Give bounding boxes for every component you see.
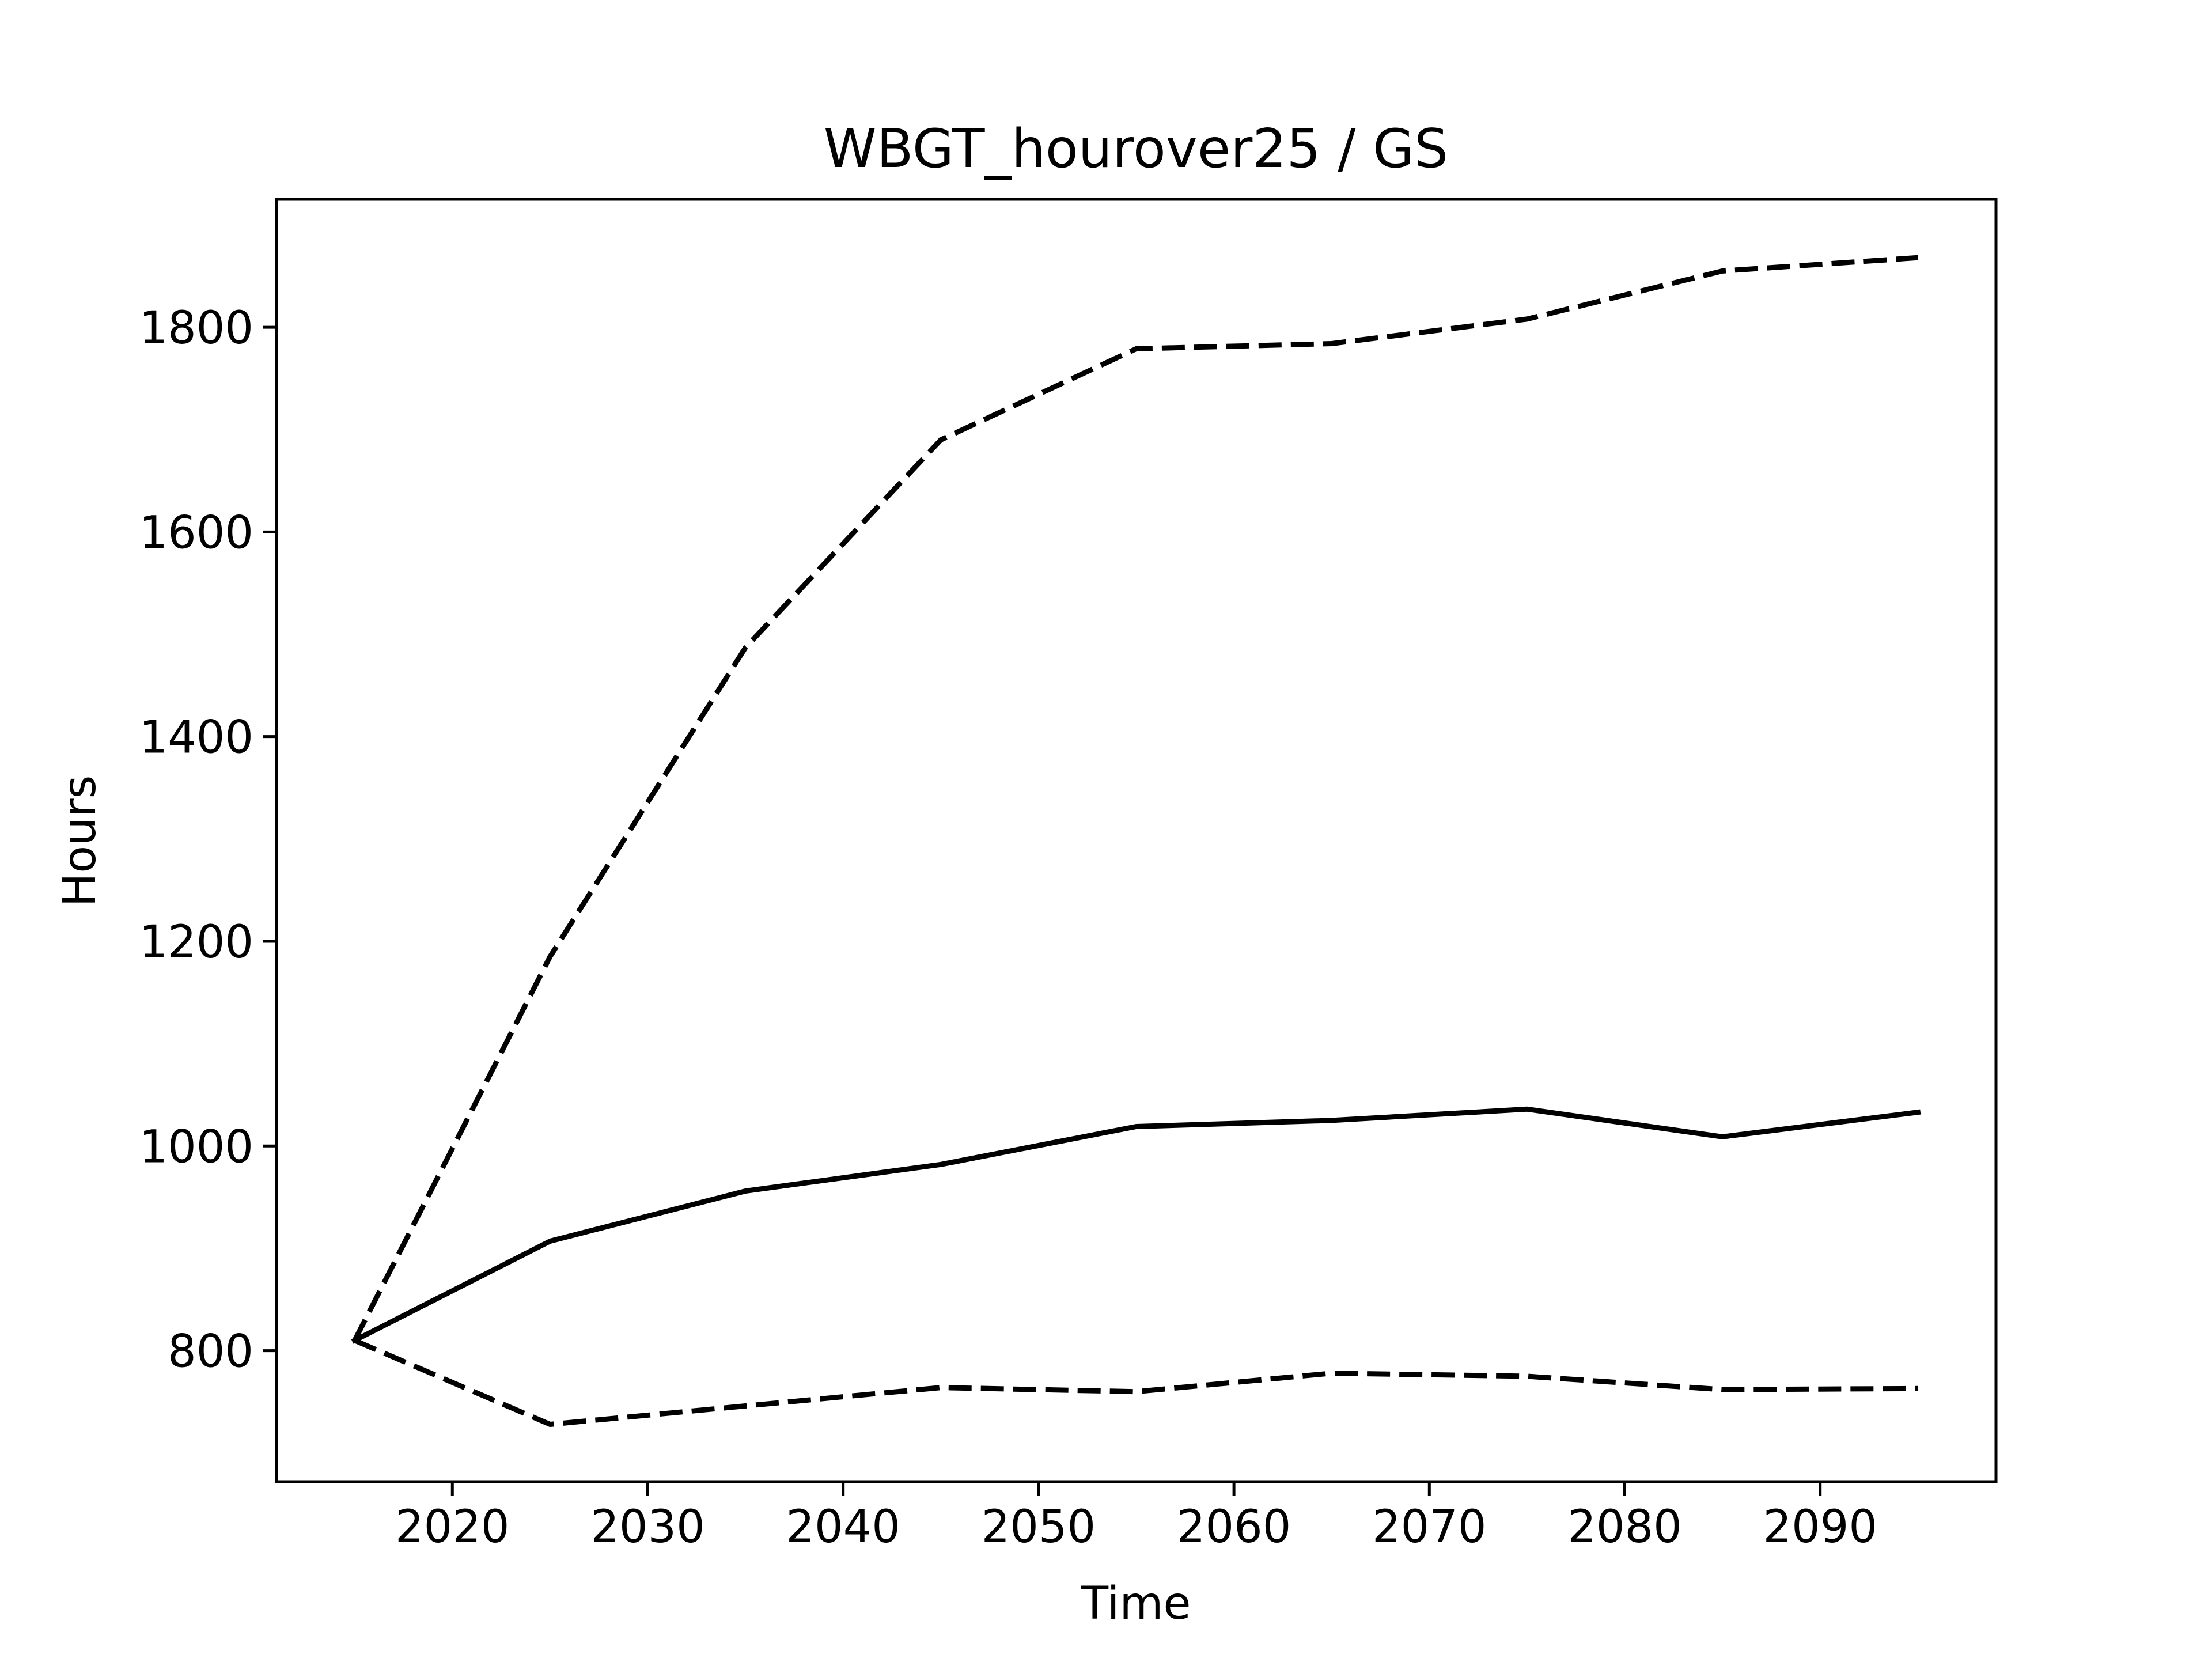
x-axis: 2020 2030 2040 2050 2060 2070 2080 2090 xyxy=(395,1482,1877,1553)
x-tick-label: 2020 xyxy=(395,1501,510,1553)
plot-frame xyxy=(275,198,1998,1483)
chart-title: WBGT_hourover25 / GS xyxy=(824,118,1448,180)
x-tick-label: 2050 xyxy=(982,1501,1096,1553)
x-tick-label: 2080 xyxy=(1567,1501,1682,1553)
y-tick-label: 1000 xyxy=(139,1121,253,1173)
x-axis-label: Time xyxy=(1081,1578,1191,1630)
x-tick-label: 2060 xyxy=(1177,1501,1291,1553)
y-tick-label: 1200 xyxy=(139,917,253,968)
y-tick-label: 1800 xyxy=(139,302,253,354)
x-tick-label: 2090 xyxy=(1763,1501,1877,1553)
x-tick-label: 2040 xyxy=(786,1501,900,1553)
y-tick-label: 1400 xyxy=(139,712,253,764)
series-layer xyxy=(351,255,1921,1427)
series-line-3 xyxy=(353,1338,1918,1427)
y-tick-label: 800 xyxy=(168,1326,253,1378)
x-tick-label: 2070 xyxy=(1372,1501,1487,1553)
series-line-2 xyxy=(351,1106,1921,1344)
x-tick-label: 2030 xyxy=(590,1501,705,1553)
y-axis: 800 1000 1200 1400 1600 1800 xyxy=(139,302,276,1378)
y-tick-label: 1600 xyxy=(139,507,253,559)
series-line-1 xyxy=(352,255,1918,1342)
y-axis-label: Hours xyxy=(54,775,106,907)
